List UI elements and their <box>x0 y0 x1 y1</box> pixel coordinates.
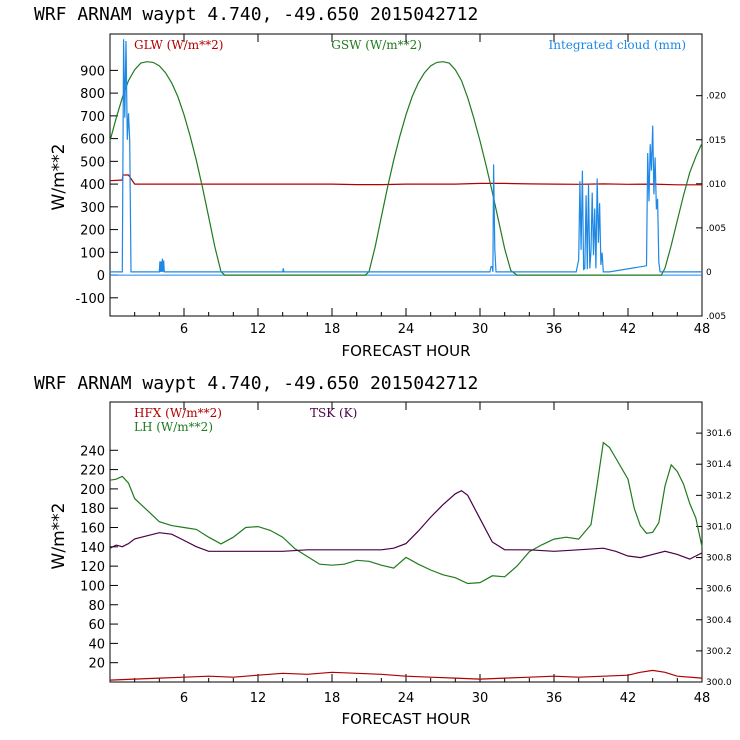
x-tick-label: 48 <box>694 322 711 337</box>
y-tick-label: 400 <box>80 178 105 193</box>
x-tick-label: 48 <box>694 691 711 706</box>
x-tick-label: 24 <box>398 691 415 706</box>
right-tick-label: 300.6 <box>706 585 732 595</box>
x-axis-label: FORECAST HOUR <box>341 342 470 360</box>
right-tick-label: 301.0 <box>706 522 732 532</box>
y-tick-label: 300 <box>80 201 105 216</box>
y-tick-label: 200 <box>80 224 105 239</box>
x-axis-label: FORECAST HOUR <box>341 710 470 728</box>
y-tick-label: 20 <box>88 657 105 672</box>
series-line-gsw <box>109 61 703 276</box>
series-line-tsk <box>109 489 703 560</box>
y-axis-label: W/m**2 <box>49 144 69 211</box>
y-tick-label: 800 <box>80 87 105 102</box>
right-tick-label: 300.8 <box>706 554 732 564</box>
y-tick-label: 40 <box>88 637 105 652</box>
y-tick-label: 0 <box>97 269 105 284</box>
x-tick-label: 30 <box>472 322 489 337</box>
right-tick-label: 300.2 <box>706 647 732 657</box>
right-tick-label: 300.0 <box>706 678 732 688</box>
y-tick-label: 500 <box>80 155 105 170</box>
series-line-lh <box>109 441 703 585</box>
y-tick-label: 160 <box>80 522 105 537</box>
x-tick-label: 6 <box>180 691 188 706</box>
legend-integrated: Integrated cloud (mm) <box>548 38 686 52</box>
right-tick-label: .015 <box>706 136 726 146</box>
chart-title: WRF ARNAM waypt 4.740, -49.650 201504271… <box>34 4 478 25</box>
right-tick-label: .005 <box>706 312 726 322</box>
y-tick-label: 60 <box>88 618 105 633</box>
right-tick-label: .010 <box>706 180 726 190</box>
y-tick-label: 100 <box>80 579 105 594</box>
y-tick-label: 120 <box>80 560 105 575</box>
series-line-integrated <box>110 39 702 273</box>
top-chart: WRF ARNAM waypt 4.740, -49.650 201504271… <box>34 4 726 360</box>
right-tick-label: 300.4 <box>706 616 732 626</box>
chart-title: WRF ARNAM waypt 4.740, -49.650 201504271… <box>34 373 478 394</box>
x-tick-label: 18 <box>324 691 341 706</box>
right-tick-label: .005 <box>706 224 726 234</box>
bottom-chart: WRF ARNAM waypt 4.740, -49.650 201504271… <box>34 373 732 728</box>
plot-frame <box>109 401 703 683</box>
y-tick-label: 600 <box>80 133 105 148</box>
legend-lh: LH (W/m**2) <box>134 420 213 434</box>
x-tick-label: 42 <box>620 322 637 337</box>
y-tick-label: 200 <box>80 483 105 498</box>
legend-gsw: GSW (W/m**2) <box>331 38 422 52</box>
x-tick-label: 30 <box>472 691 489 706</box>
x-tick-label: 6 <box>180 322 188 337</box>
right-tick-label: 301.2 <box>706 491 732 501</box>
legend-hfx: HFX (W/m**2) <box>134 406 222 420</box>
plot-frame <box>109 33 703 317</box>
right-tick-label: .020 <box>706 92 726 102</box>
x-tick-label: 12 <box>250 322 267 337</box>
y-tick-label: 240 <box>80 444 105 459</box>
y-axis-label: W/m**2 <box>49 503 69 570</box>
y-tick-label: 80 <box>88 599 105 614</box>
series-line-hfx <box>109 669 703 681</box>
x-tick-label: 42 <box>620 691 637 706</box>
y-tick-label: 700 <box>80 110 105 125</box>
y-tick-label: 180 <box>80 502 105 517</box>
x-tick-label: 24 <box>398 322 415 337</box>
x-tick-label: 36 <box>546 322 563 337</box>
series-line-glw <box>109 174 702 186</box>
right-tick-label: 0 <box>706 268 712 278</box>
x-tick-label: 12 <box>250 691 267 706</box>
right-tick-label: 301.4 <box>706 460 732 470</box>
y-tick-label: 220 <box>80 464 105 479</box>
y-tick-label: 900 <box>80 64 105 79</box>
y-tick-label: 100 <box>80 246 105 261</box>
legend-glw: GLW (W/m**2) <box>134 38 223 52</box>
legend-tsk: TSK (K) <box>310 406 357 420</box>
y-tick-label: -100 <box>75 292 105 307</box>
x-tick-label: 18 <box>324 322 341 337</box>
x-tick-label: 36 <box>546 691 563 706</box>
right-tick-label: 301.6 <box>706 429 732 439</box>
y-tick-label: 140 <box>80 541 105 556</box>
